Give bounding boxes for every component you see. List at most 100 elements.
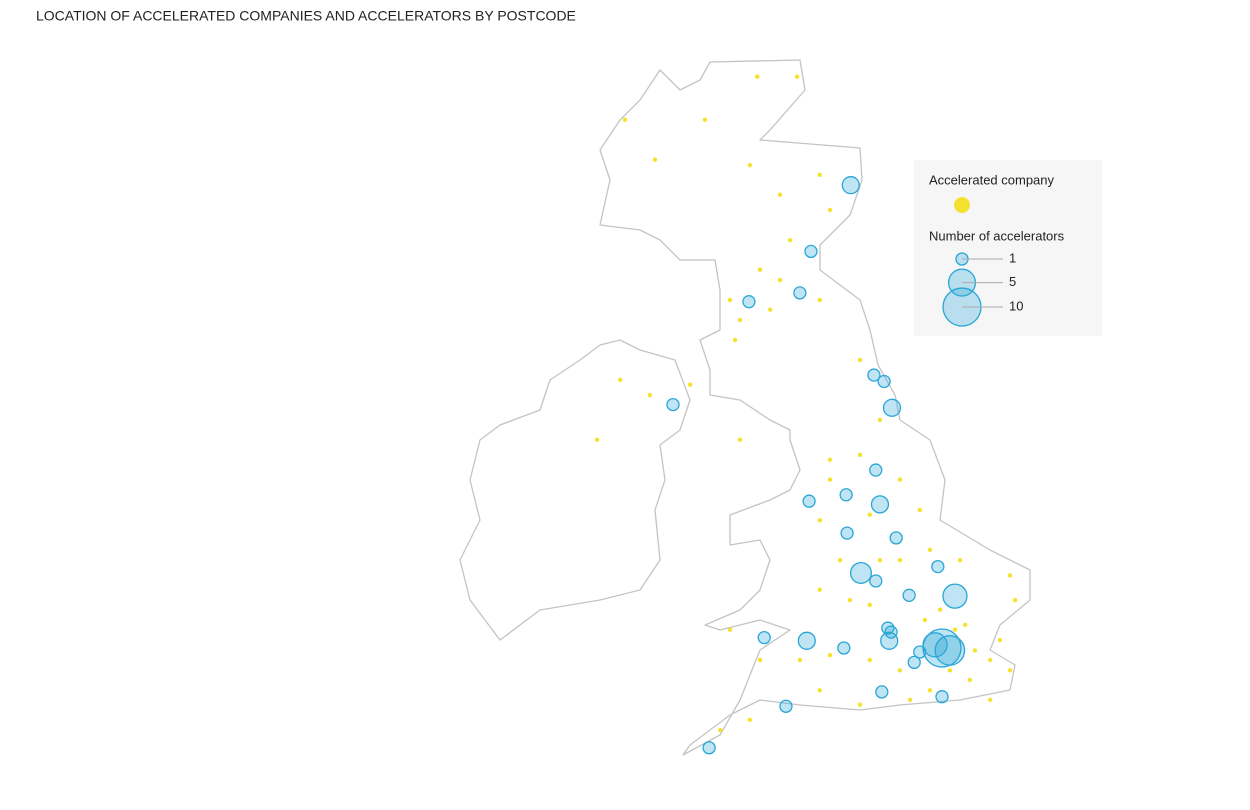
legend-size-label: 5 <box>1009 274 1016 289</box>
company-dot <box>817 172 822 177</box>
accelerator-circle <box>804 244 818 259</box>
company-dot <box>768 307 773 312</box>
accelerator-circle <box>931 559 945 574</box>
accelerator-circle <box>666 397 680 412</box>
accelerator-circle <box>779 699 793 713</box>
accelerator-circle <box>913 645 927 659</box>
company-dot <box>718 727 723 733</box>
accelerator-circle <box>877 374 891 389</box>
accelerators <box>666 176 968 755</box>
company-dot <box>867 602 872 608</box>
coastline <box>459 59 1031 756</box>
company-dot <box>794 74 800 79</box>
company-dot <box>732 337 738 343</box>
company-dot <box>897 477 903 482</box>
company-dot <box>972 648 978 653</box>
accelerator-circle <box>797 631 816 650</box>
accelerator-circle <box>942 583 968 609</box>
company-dot <box>702 117 708 122</box>
company-dot <box>997 637 1003 643</box>
accelerator-circle <box>902 588 916 602</box>
company-dot <box>817 688 822 693</box>
accelerator-circle <box>934 635 966 666</box>
company-dot <box>987 657 993 663</box>
legend-accelerators-label: Number of accelerators <box>929 228 1065 243</box>
company-dot <box>817 297 822 303</box>
accelerator-circle <box>849 561 873 585</box>
legend-company-dot <box>954 197 970 213</box>
legend-company-label: Accelerated company <box>929 172 1055 187</box>
company-dot <box>1007 668 1013 673</box>
accelerator-circle <box>840 526 854 540</box>
company-dot <box>857 452 863 458</box>
company-dot <box>817 518 822 523</box>
company-dot <box>847 597 853 603</box>
accelerator-circle <box>839 488 853 502</box>
accelerator-circle <box>841 176 860 195</box>
ireland <box>459 339 691 641</box>
accelerator-circle <box>907 655 921 670</box>
company-dot <box>747 163 753 168</box>
company-dot <box>917 507 922 513</box>
company-dot <box>622 117 628 122</box>
accelerator-circle <box>922 632 948 658</box>
company-dot <box>927 688 933 693</box>
map-title: LOCATION OF ACCELERATED COMPANIES AND AC… <box>36 8 576 24</box>
company-dot <box>647 392 653 398</box>
company-dot <box>727 627 733 632</box>
company-dot <box>962 622 968 628</box>
company-dot <box>1012 597 1018 603</box>
accelerator-circle <box>875 685 889 699</box>
company-dot <box>952 627 958 632</box>
accelerator-circle <box>869 574 883 588</box>
legend-box <box>914 160 1102 336</box>
company-dot <box>1007 573 1013 578</box>
legend-size-label: 10 <box>1009 298 1023 313</box>
company-dot <box>652 157 658 162</box>
company-dot <box>727 297 733 303</box>
company-dot <box>827 652 833 658</box>
company-dot <box>797 657 803 663</box>
accelerator-circle <box>880 631 899 650</box>
company-dot <box>827 477 833 482</box>
company-dot <box>837 558 843 563</box>
company-dot <box>747 717 753 723</box>
legend-size-label: 1 <box>1009 250 1016 265</box>
company-dot <box>618 377 623 383</box>
accelerator-circle <box>869 463 883 477</box>
company-dot <box>897 558 903 563</box>
company-dot <box>947 668 953 673</box>
company-dot <box>967 677 972 683</box>
companies <box>594 74 1018 733</box>
company-dot <box>757 657 763 663</box>
company-dot <box>757 267 763 272</box>
company-dot <box>867 512 872 517</box>
company-dot <box>827 457 833 462</box>
accelerator-circle <box>935 690 949 704</box>
company-dot <box>877 558 883 563</box>
accelerator-circle <box>882 398 902 417</box>
company-dot <box>877 417 883 422</box>
accelerator-circle <box>802 494 816 508</box>
legend: Accelerated company Number of accelerato… <box>914 160 1102 336</box>
company-dot <box>755 74 760 79</box>
accelerator-circle <box>867 368 881 382</box>
accelerator-circle <box>837 641 851 655</box>
company-dot <box>867 657 872 663</box>
company-dot <box>787 238 793 243</box>
company-dot <box>777 277 783 283</box>
accelerator-circle <box>889 531 903 545</box>
company-dot <box>817 587 822 592</box>
company-dot <box>777 192 783 197</box>
accelerator-circle <box>793 286 807 300</box>
company-dot <box>737 437 743 442</box>
accelerator-circle <box>870 495 890 514</box>
company-dot <box>927 547 933 553</box>
company-dot <box>687 382 693 387</box>
company-dot <box>897 668 903 673</box>
company-dot <box>827 207 833 213</box>
company-dot <box>857 357 863 363</box>
company-dot <box>594 437 600 442</box>
